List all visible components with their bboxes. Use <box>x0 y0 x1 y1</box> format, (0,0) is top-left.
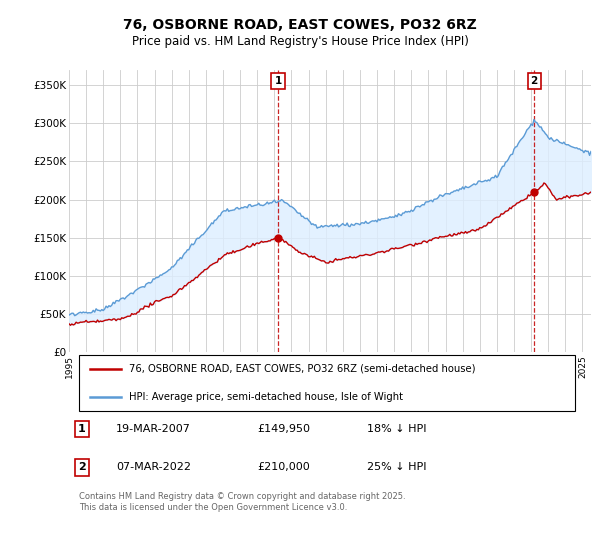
Text: £149,950: £149,950 <box>257 424 310 435</box>
FancyBboxPatch shape <box>79 354 575 411</box>
Text: 2: 2 <box>78 463 86 473</box>
Text: Contains HM Land Registry data © Crown copyright and database right 2025.
This d: Contains HM Land Registry data © Crown c… <box>79 492 406 512</box>
Text: 18% ↓ HPI: 18% ↓ HPI <box>367 424 426 435</box>
Text: 1: 1 <box>78 424 86 435</box>
Text: 19-MAR-2007: 19-MAR-2007 <box>116 424 191 435</box>
Text: 25% ↓ HPI: 25% ↓ HPI <box>367 463 426 473</box>
Text: Price paid vs. HM Land Registry's House Price Index (HPI): Price paid vs. HM Land Registry's House … <box>131 35 469 49</box>
Text: HPI: Average price, semi-detached house, Isle of Wight: HPI: Average price, semi-detached house,… <box>129 392 403 402</box>
Text: 1: 1 <box>274 76 281 86</box>
Text: 76, OSBORNE ROAD, EAST COWES, PO32 6RZ (semi-detached house): 76, OSBORNE ROAD, EAST COWES, PO32 6RZ (… <box>129 363 476 374</box>
Text: 76, OSBORNE ROAD, EAST COWES, PO32 6RZ: 76, OSBORNE ROAD, EAST COWES, PO32 6RZ <box>123 18 477 32</box>
Text: 2: 2 <box>530 76 538 86</box>
Text: 07-MAR-2022: 07-MAR-2022 <box>116 463 191 473</box>
Text: £210,000: £210,000 <box>257 463 310 473</box>
